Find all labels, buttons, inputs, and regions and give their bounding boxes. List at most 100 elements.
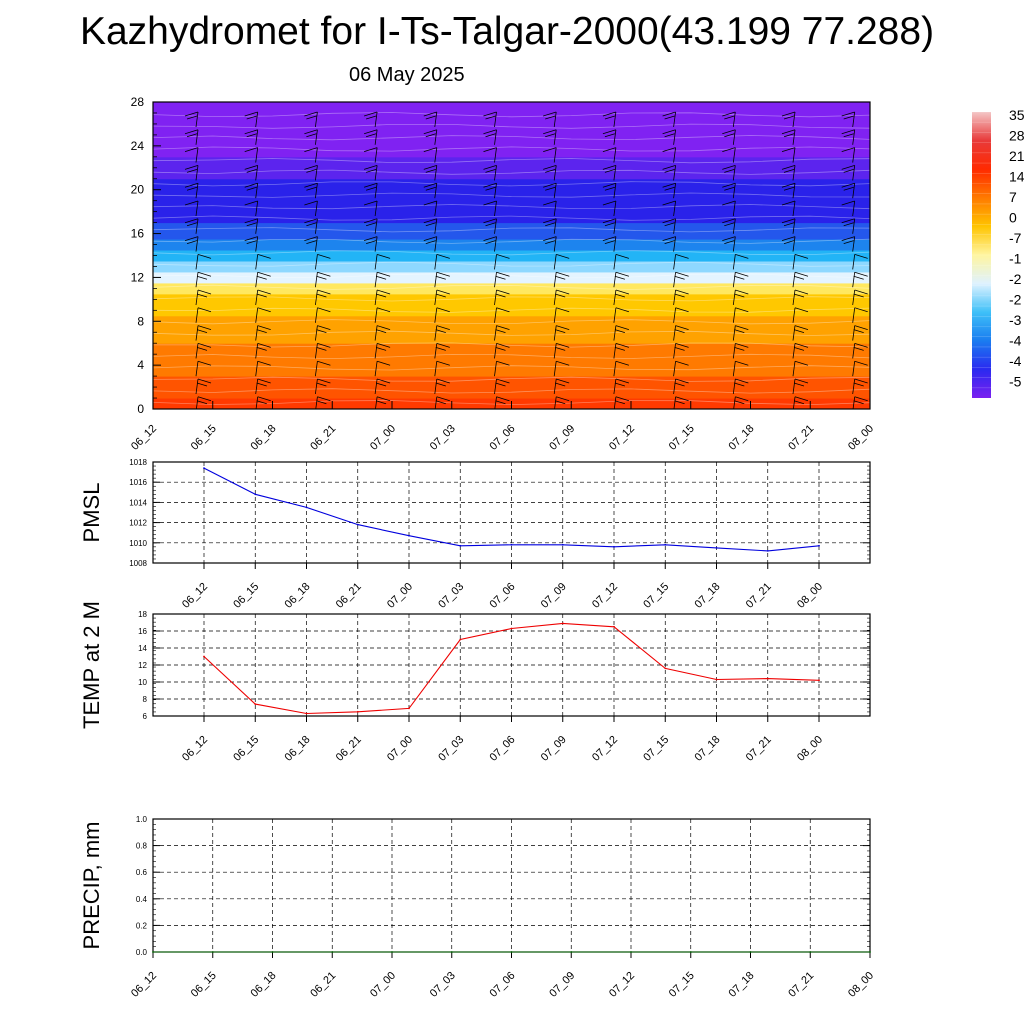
wind-barb-flag xyxy=(184,200,199,206)
wind-barb-flag xyxy=(545,133,556,138)
page-title: Kazhydromet for I-Ts-Talgar-2000(43.199 … xyxy=(79,10,935,53)
wind-barb-flag xyxy=(853,329,864,333)
wind-barb-flag xyxy=(543,236,557,241)
wind-barb-staff xyxy=(553,218,557,234)
wind-barb-flag xyxy=(722,218,736,224)
colorbar-label: -2 xyxy=(1009,292,1022,308)
wind-barb-flag xyxy=(317,271,331,277)
wind-barb-staff xyxy=(494,200,497,217)
heatmap-band xyxy=(153,271,870,284)
wind-barb-staff xyxy=(732,254,736,270)
wind-barb-flag xyxy=(304,218,318,224)
wind-barb-flag xyxy=(197,396,212,402)
wind-barb-staff xyxy=(673,218,676,234)
contour-line xyxy=(153,250,870,256)
wind-barb-flag xyxy=(674,329,685,333)
panel-x-tick-label: 07_15 xyxy=(641,581,671,611)
wind-barb-flag xyxy=(722,165,736,170)
wind-barb-staff xyxy=(315,254,318,270)
wind-barb-flag xyxy=(734,329,745,333)
wind-barb-flag xyxy=(196,382,208,387)
panel-x-tick-label: 06_15 xyxy=(189,970,219,1000)
contour-line xyxy=(153,215,870,221)
wind-barb-staff xyxy=(434,129,438,145)
wind-barb-flag xyxy=(674,347,685,351)
wind-barb-staff xyxy=(374,111,378,128)
wind-barb-staff xyxy=(255,272,259,288)
wind-barb-staff xyxy=(195,396,199,409)
wind-barb-flag xyxy=(495,382,506,387)
colorbar-label: -7 xyxy=(1009,230,1022,246)
colorbar xyxy=(972,112,991,398)
series-point xyxy=(630,951,632,953)
wind-barb-flag xyxy=(615,289,630,295)
contour-line xyxy=(153,353,870,360)
heatmap-band xyxy=(153,343,870,377)
wind-barb-flag xyxy=(257,254,271,259)
wind-barb-flag xyxy=(664,240,675,244)
wind-barb-flag xyxy=(496,360,510,366)
colorbar-label: 35 xyxy=(1009,107,1024,123)
contour-line xyxy=(153,135,870,141)
wind-barb-flag xyxy=(615,396,630,402)
wind-barb-staff xyxy=(315,218,318,234)
wind-barb-flag xyxy=(794,307,809,313)
wind-barb-flag xyxy=(435,347,446,351)
wind-barb-staff xyxy=(852,325,856,341)
panel-x-tick-label: 06_15 xyxy=(231,734,261,764)
wind-barb-staff xyxy=(315,200,318,217)
panel-x-tick-label: 07_09 xyxy=(539,581,569,611)
panel-x-tick-label: 06_21 xyxy=(334,581,364,611)
heatmap-x-tick-label: 07_06 xyxy=(488,423,518,453)
wind-barb-flag xyxy=(316,275,327,280)
series-point xyxy=(152,951,154,953)
wind-barb-flag xyxy=(853,347,864,351)
wind-barb-staff xyxy=(553,129,557,145)
wind-barb-flag xyxy=(257,307,271,313)
wind-barb-staff xyxy=(315,147,318,163)
heatmap-x-tick-label: 06_21 xyxy=(308,423,338,453)
wind-barb-flag xyxy=(545,222,556,227)
wind-barb-flag xyxy=(781,129,796,135)
wind-barb-flag xyxy=(662,218,676,224)
wind-barb-staff xyxy=(553,325,557,341)
wind-barb-flag xyxy=(244,236,258,241)
panel-y-axis-title: PRECIP, mm xyxy=(79,822,104,950)
wind-barb-staff xyxy=(315,361,318,377)
series-point xyxy=(818,679,820,682)
wind-barb-flag xyxy=(244,147,258,152)
wind-barb-flag xyxy=(675,254,689,259)
wind-barb-flag xyxy=(316,329,327,333)
panel-x-tick-label: 07_18 xyxy=(693,581,723,611)
wind-barb-flag xyxy=(675,360,689,366)
contour-line xyxy=(153,112,870,118)
wind-barb-staff xyxy=(613,111,617,128)
panel-x-tick-label: 07_03 xyxy=(428,970,458,1000)
wind-barb-flag xyxy=(423,129,437,135)
heatmap-x-tick-label: 06_15 xyxy=(189,423,219,453)
wind-barb-staff xyxy=(613,147,617,163)
wind-barb-flag xyxy=(316,400,327,405)
wind-barb-flag xyxy=(306,222,317,227)
wind-barb-flag xyxy=(615,254,630,259)
wind-barb-flag xyxy=(543,218,557,224)
heatmap-band xyxy=(153,260,870,273)
panel-x-tick-label: 07_15 xyxy=(641,734,671,764)
panel-y-tick-label: 18 xyxy=(138,610,147,619)
wind-barb-flag xyxy=(375,382,387,387)
wind-barb-flag xyxy=(545,115,556,120)
panel-y-tick-label: 12 xyxy=(138,661,147,670)
wind-barb-flag xyxy=(495,275,506,280)
wind-barb-flag xyxy=(674,293,685,298)
wind-barb-staff xyxy=(852,361,856,377)
panel-y-tick-label: 1.0 xyxy=(136,815,148,824)
wind-barb-flag xyxy=(854,396,868,402)
wind-barb-staff xyxy=(195,325,199,341)
heatmap-x-tick-label: 07_00 xyxy=(368,423,398,453)
wind-barb-staff xyxy=(792,129,796,145)
wind-barb-flag xyxy=(675,325,689,330)
wind-barb-flag xyxy=(256,329,267,333)
heatmap-x-tick-label: 08_00 xyxy=(846,423,876,453)
wind-barb-staff xyxy=(434,343,438,359)
wind-barb-staff xyxy=(852,378,856,395)
